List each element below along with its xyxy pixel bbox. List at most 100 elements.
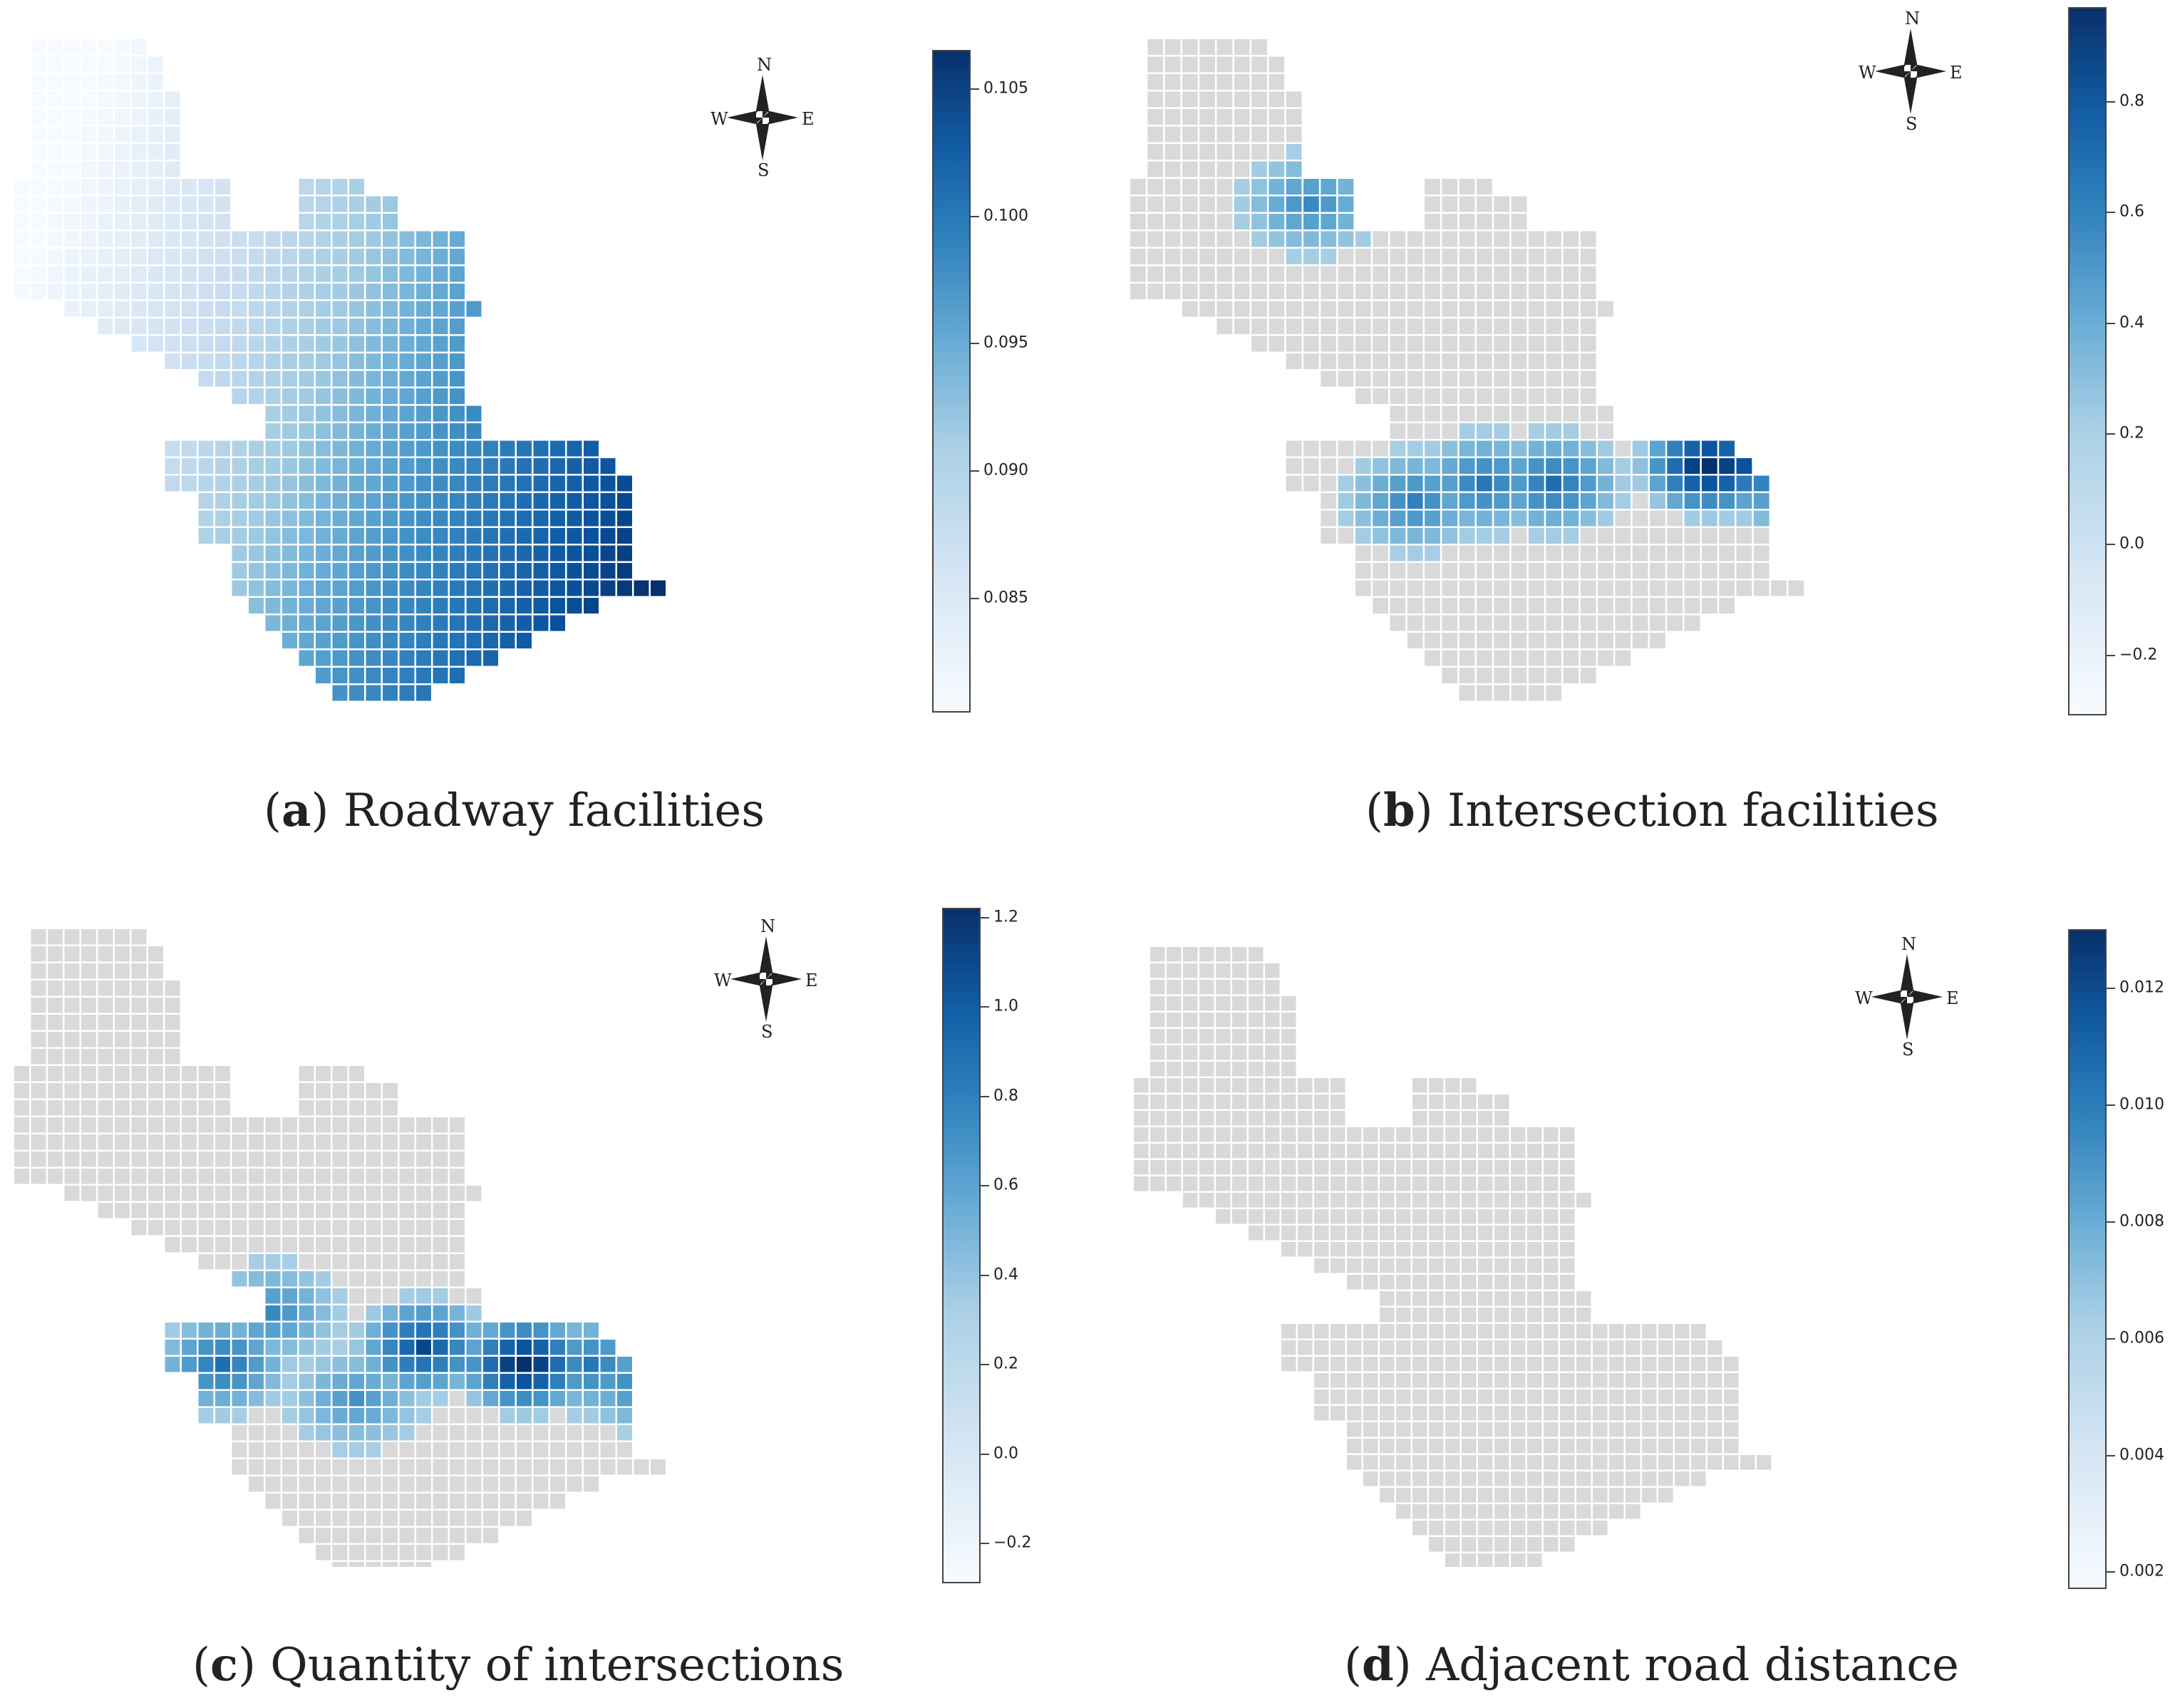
grid-cell	[617, 1374, 632, 1389]
grid-cell	[1269, 126, 1285, 143]
grid-cell	[48, 284, 63, 299]
grid-cell	[1650, 545, 1665, 561]
grid-cell	[1425, 475, 1440, 492]
grid-cell	[466, 1408, 482, 1424]
grid-cell	[1251, 336, 1267, 352]
grid-cell	[517, 1323, 532, 1338]
grid-cell	[1642, 1488, 1657, 1503]
grid-cell	[433, 580, 448, 596]
grid-cell	[1373, 388, 1388, 404]
grid-cell	[1442, 545, 1458, 561]
grid-cell	[14, 1100, 29, 1116]
colorbar-tick-label: 0.0	[993, 1444, 1018, 1463]
grid-cell	[198, 284, 214, 299]
grid-cell	[1511, 423, 1527, 439]
grid-cell	[299, 249, 314, 264]
grid-cell	[1183, 1176, 1198, 1191]
grid-cell	[1580, 563, 1596, 579]
grid-cell	[14, 284, 29, 299]
grid-cell	[1462, 1406, 1477, 1421]
grid-cell	[517, 1357, 532, 1372]
grid-cell	[1150, 1111, 1165, 1126]
grid-cell	[1147, 161, 1164, 177]
grid-cell	[1429, 1291, 1444, 1306]
grid-cell	[1425, 214, 1440, 229]
grid-cell	[1182, 126, 1198, 143]
grid-cell	[433, 1391, 448, 1407]
grid-cell	[1632, 475, 1648, 492]
grid-cell	[1445, 1488, 1460, 1503]
grid-cell	[249, 1134, 264, 1150]
grid-cell	[1390, 528, 1406, 544]
grid-cell	[81, 266, 96, 282]
grid-cell	[533, 615, 549, 631]
grid-cell	[517, 1511, 532, 1526]
grid-cell	[383, 231, 398, 247]
grid-cell	[1560, 1242, 1575, 1257]
grid-cell	[1286, 284, 1302, 299]
grid-cell	[1167, 1045, 1182, 1060]
grid-cell	[31, 1066, 46, 1082]
grid-cell	[1642, 1324, 1657, 1339]
grid-cell	[1459, 388, 1475, 404]
grid-cell	[148, 998, 163, 1013]
compass-w-label: W	[714, 971, 732, 990]
grid-cell	[64, 1083, 80, 1099]
grid-cell	[265, 1442, 281, 1458]
grid-cell	[1347, 1226, 1362, 1241]
grid-cell	[383, 405, 398, 422]
grid-cell	[1658, 1357, 1673, 1372]
grid-cell	[1164, 196, 1181, 212]
grid-cell	[1511, 1275, 1526, 1290]
grid-cell	[31, 196, 46, 212]
grid-cell	[1462, 1291, 1477, 1306]
grid-cell	[1134, 1078, 1149, 1093]
grid-cell	[1147, 39, 1164, 55]
grid-cell	[1459, 650, 1475, 666]
grid-cell	[1380, 1176, 1395, 1191]
grid-cell	[332, 1340, 348, 1355]
grid-cell	[550, 493, 565, 509]
grid-cell	[232, 319, 247, 334]
grid-cell	[165, 266, 180, 282]
grid-cell	[1560, 1291, 1575, 1306]
grid-cell	[1667, 493, 1683, 509]
grid-cell	[1429, 1275, 1444, 1290]
grid-cell	[1407, 319, 1423, 334]
grid-cell	[115, 998, 130, 1013]
grid-cell	[1642, 1340, 1657, 1355]
grid-cell	[1249, 1029, 1264, 1044]
grid-cell	[1363, 1258, 1378, 1273]
grid-cell	[399, 1203, 415, 1218]
grid-cell	[1546, 405, 1561, 422]
colorbar-tick	[2107, 1104, 2115, 1106]
roadway-facilities-map	[14, 39, 666, 701]
grid-cell	[1199, 1111, 1214, 1126]
grid-cell	[1396, 1144, 1411, 1159]
grid-cell	[265, 1391, 281, 1407]
grid-cell	[232, 1323, 247, 1338]
grid-cell	[1691, 1471, 1706, 1486]
grid-cell	[64, 998, 80, 1013]
grid-cell	[1462, 1389, 1477, 1404]
grid-cell	[249, 371, 264, 387]
grid-cell	[584, 475, 599, 492]
grid-cell	[433, 545, 448, 561]
grid-cell	[1314, 1160, 1329, 1175]
grid-cell	[232, 388, 247, 404]
grid-cell	[1380, 1357, 1395, 1372]
grid-cell	[383, 1305, 398, 1321]
grid-cell	[282, 1459, 297, 1475]
grid-cell	[466, 1511, 482, 1526]
grid-cell	[1429, 1357, 1444, 1372]
grid-cell	[483, 1408, 498, 1424]
grid-cell	[98, 1151, 113, 1167]
grid-cell	[399, 1305, 415, 1321]
grid-cell	[1598, 633, 1613, 648]
grid-cell	[1615, 633, 1631, 648]
grid-cell	[1580, 633, 1596, 648]
grid-cell	[366, 1340, 381, 1355]
grid-cell	[232, 266, 247, 282]
grid-cell	[31, 231, 46, 247]
colorbar-tick	[981, 916, 989, 918]
